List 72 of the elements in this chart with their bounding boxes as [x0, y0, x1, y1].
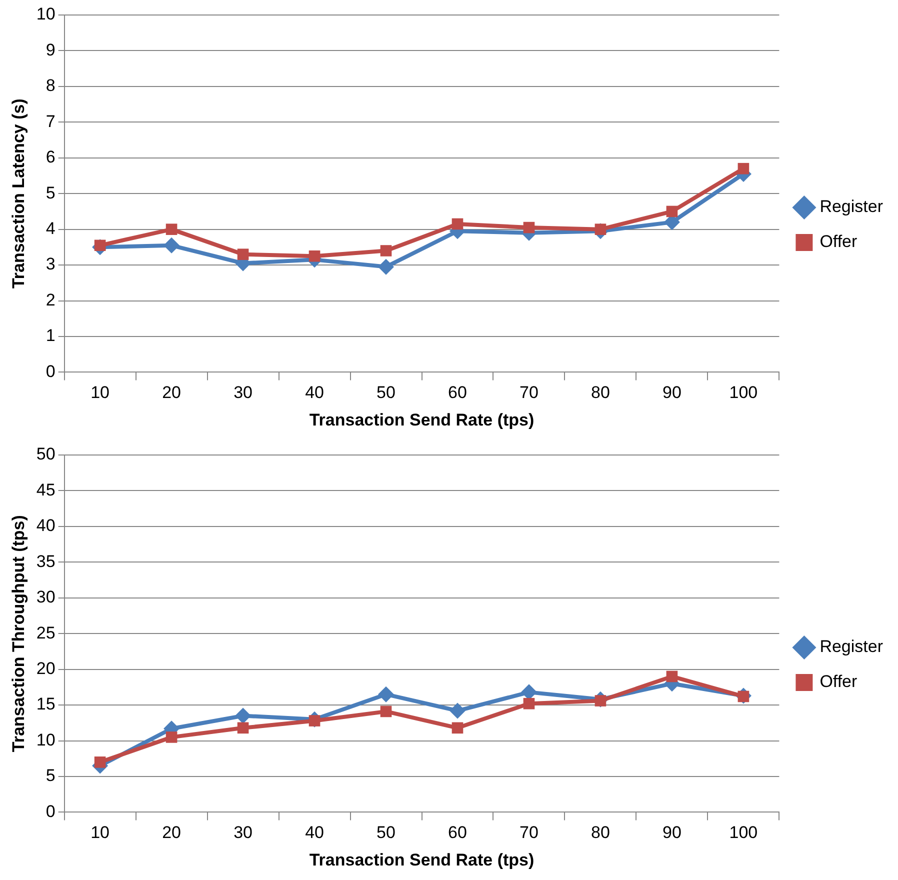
- y-tick-label: 1: [46, 326, 56, 346]
- point: [164, 237, 180, 254]
- point: [378, 686, 394, 702]
- y-tick-label: 7: [46, 112, 56, 131]
- y-tick-label: 2: [46, 290, 56, 310]
- y-tick-label: 40: [36, 516, 56, 536]
- point: [523, 222, 535, 234]
- point: [594, 695, 606, 706]
- legend-label: Offer: [820, 672, 858, 692]
- y-tick-label: 20: [36, 659, 56, 678]
- x-tick-label: 30: [234, 383, 252, 402]
- point: [450, 702, 466, 719]
- legend-label: Register: [820, 197, 884, 216]
- x-tick-label: 50: [376, 823, 396, 842]
- x-tick-label: 40: [305, 823, 324, 842]
- x-tick-label: 80: [591, 383, 610, 402]
- point: [166, 732, 178, 743]
- point: [166, 224, 178, 235]
- y-tick-label: 5: [46, 766, 56, 786]
- x-tick-label: 20: [162, 823, 182, 842]
- point: [523, 698, 535, 710]
- y-tick-label: 10: [36, 730, 56, 750]
- y-axis-title: Transaction Throughput (tps): [8, 515, 28, 752]
- y-tick-label: 15: [36, 694, 56, 714]
- y-tick-label: 50: [36, 444, 56, 464]
- y-tick-label: 6: [46, 148, 56, 167]
- y-tick-label: 30: [36, 588, 56, 607]
- y-tick-label: 9: [46, 40, 56, 60]
- point: [738, 162, 750, 174]
- y-tick-label: 10: [36, 4, 56, 24]
- x-tick-label: 60: [448, 383, 467, 402]
- point: [235, 708, 252, 724]
- x-tick-label: 70: [520, 383, 538, 402]
- y-tick-label: 4: [46, 219, 56, 238]
- x-tick-label: 10: [90, 823, 110, 842]
- x-tick-label: 20: [162, 383, 182, 402]
- point: [237, 248, 249, 260]
- x-tick-label: 100: [729, 383, 758, 402]
- y-tick-label: 5: [46, 183, 56, 202]
- x-axis-title: Transaction Send Rate (tps): [309, 410, 534, 430]
- x-tick-label: 60: [448, 823, 467, 842]
- y-tick-label: 3: [46, 254, 56, 274]
- point: [666, 670, 678, 682]
- point: [308, 250, 320, 262]
- y-tick-label: 0: [46, 802, 56, 821]
- x-tick-label: 90: [662, 383, 682, 402]
- y-tick-label: 0: [46, 362, 56, 381]
- x-tick-label: 30: [234, 823, 252, 842]
- x-tick-label: 100: [729, 823, 758, 842]
- point: [380, 245, 392, 256]
- point: [378, 258, 394, 275]
- point: [237, 722, 249, 734]
- legend-label: Offer: [820, 232, 858, 252]
- x-tick-label: 50: [376, 383, 396, 402]
- y-tick-label: 35: [36, 552, 56, 571]
- x-tick-label: 10: [90, 383, 110, 402]
- x-tick-label: 80: [591, 823, 610, 842]
- y-tick-label: 45: [36, 480, 56, 500]
- point: [666, 206, 678, 218]
- point: [94, 756, 106, 768]
- point: [380, 706, 392, 718]
- x-tick-label: 70: [520, 823, 538, 842]
- legend-label: Register: [820, 637, 884, 656]
- point: [308, 715, 320, 726]
- x-tick-label: 40: [305, 383, 324, 402]
- point: [452, 218, 464, 230]
- point: [452, 722, 464, 734]
- x-axis-title: Transaction Send Rate (tps): [309, 850, 534, 870]
- y-tick-label: 25: [36, 623, 56, 642]
- y-axis-title: Transaction Latency (s): [8, 98, 28, 289]
- x-tick-label: 90: [662, 823, 682, 842]
- y-tick-label: 8: [46, 76, 56, 96]
